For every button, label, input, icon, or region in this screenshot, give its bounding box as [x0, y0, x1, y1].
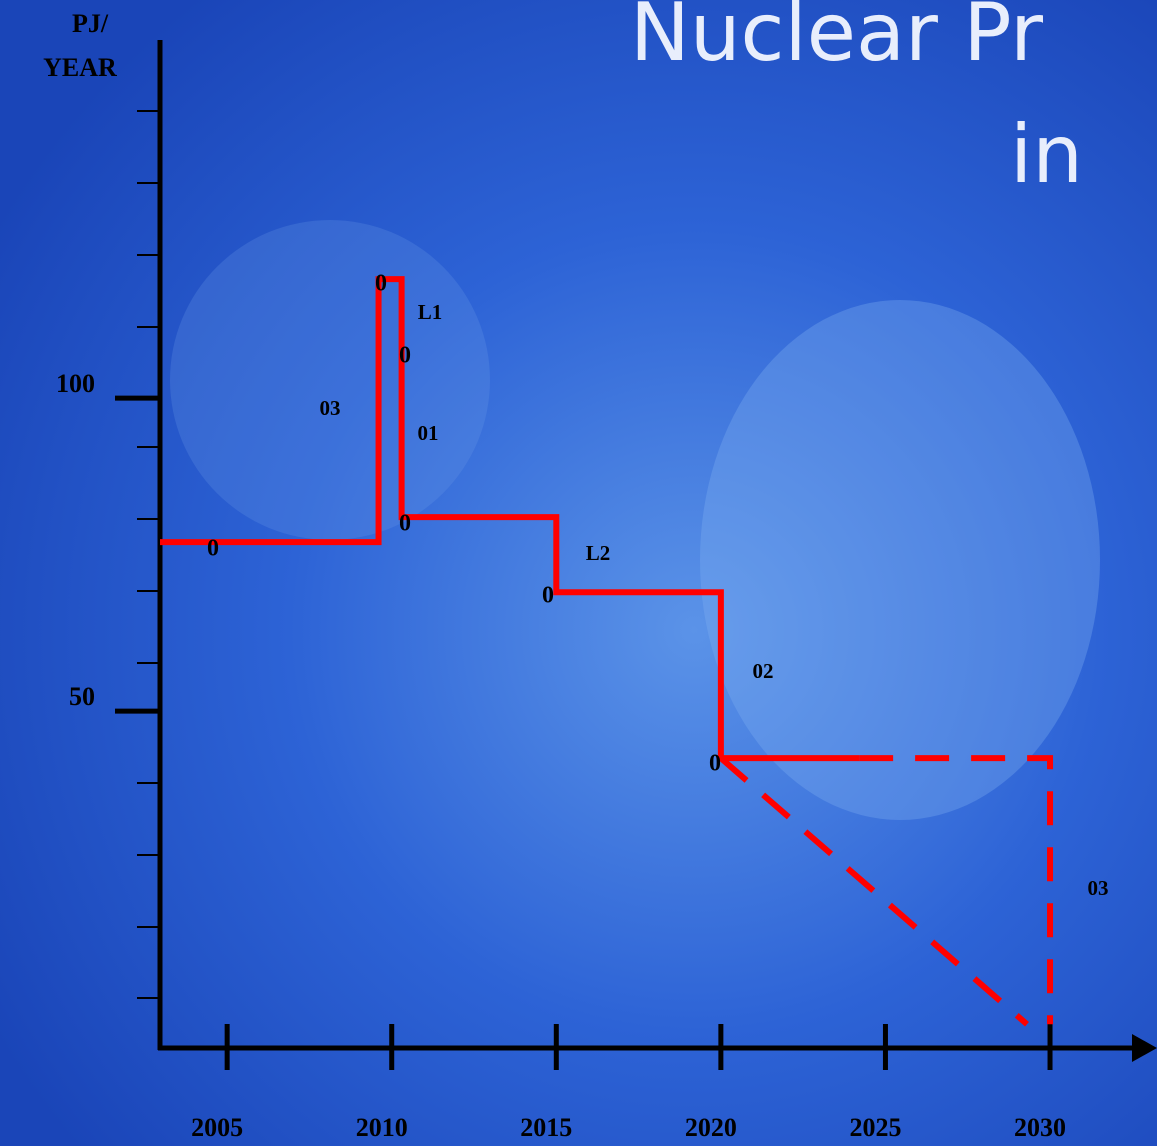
- annotation: 01: [418, 421, 439, 445]
- title-line: in: [1010, 108, 1083, 201]
- y-axis-label: PJ/: [72, 9, 109, 38]
- x-tick-label: 2025: [849, 1113, 901, 1142]
- annotation: 0: [207, 536, 219, 562]
- annotation: 03: [1088, 876, 1109, 900]
- axis-arrow: [1132, 1034, 1157, 1062]
- series-line: [718, 755, 1029, 1027]
- annotation: L1: [418, 300, 443, 324]
- annotation: 02: [753, 659, 774, 683]
- series-line: [859, 755, 1054, 1025]
- annotation: 0: [709, 751, 721, 777]
- x-tick-label: 2030: [1014, 1113, 1066, 1142]
- x-tick-label: 2020: [685, 1113, 737, 1142]
- ice-patch: [170, 220, 490, 540]
- annotation: 0: [542, 583, 554, 609]
- annotation: 0: [399, 343, 411, 369]
- annotation: 0: [375, 271, 387, 297]
- ice-patch: [700, 300, 1100, 820]
- x-tick-label: 2005: [191, 1113, 243, 1142]
- y-axis-label: YEAR: [43, 53, 117, 82]
- series-line: [160, 276, 860, 762]
- minor-ticks: [137, 110, 160, 999]
- annotation: L2: [586, 541, 611, 565]
- annotation: 03: [320, 396, 341, 420]
- annotation: 0: [399, 511, 411, 537]
- y-tick-label: 50: [69, 682, 95, 711]
- x-tick-label: 2015: [520, 1113, 572, 1142]
- x-tick-label: 2010: [356, 1113, 408, 1142]
- y-tick-label: 100: [56, 369, 95, 398]
- title-line: Nuclear Pr: [630, 0, 1043, 79]
